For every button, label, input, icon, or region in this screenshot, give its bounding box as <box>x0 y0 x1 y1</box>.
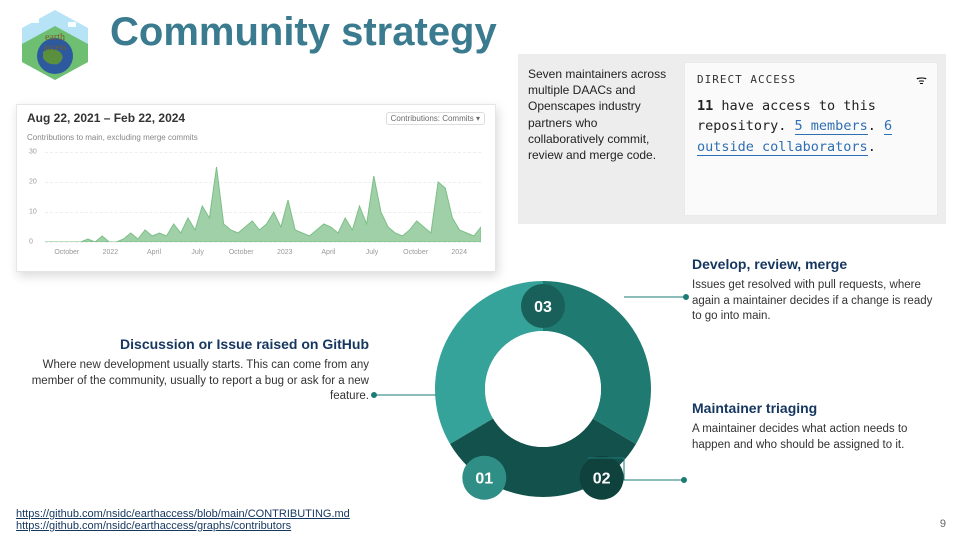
footer-links: https://github.com/nsidc/earthaccess/blo… <box>16 508 350 532</box>
step-02-title: Maintainer triaging <box>692 400 942 416</box>
page-title: Community strategy <box>110 10 497 55</box>
step-03: Develop, review, merge Issues get resolv… <box>692 256 942 325</box>
people-icon: ᯤ <box>916 71 927 88</box>
page-number: 9 <box>940 518 946 530</box>
step-01-title: Discussion or Issue raised on GitHub <box>24 336 369 352</box>
step-02-body: A maintainer decides what action needs t… <box>692 422 942 453</box>
contributing-link[interactable]: https://github.com/nsidc/earthaccess/blo… <box>16 508 350 520</box>
contributions-chart: Aug 22, 2021 – Feb 22, 2024 Contribution… <box>16 104 496 272</box>
connector-r1 <box>620 290 690 304</box>
svg-text:03: 03 <box>534 299 552 316</box>
step-03-title: Develop, review, merge <box>692 256 942 272</box>
contributors-link[interactable]: https://github.com/nsidc/earthaccess/gra… <box>16 520 350 532</box>
step-03-body: Issues get resolved with pull requests, … <box>692 278 942 325</box>
maintainers-description: Seven maintainers across multiple DAACs … <box>526 62 676 216</box>
earthaccess-logo: earth access <box>18 8 92 82</box>
connector-r2 <box>584 454 688 484</box>
access-heading: DIRECT ACCESS <box>697 73 925 86</box>
step-01-body: Where new development usually starts. Th… <box>24 358 369 405</box>
chart-subtitle: Contributions to main, excluding merge c… <box>27 133 485 142</box>
chart-date-range: Aug 22, 2021 – Feb 22, 2024 <box>27 111 185 125</box>
chart-dropdown[interactable]: Contributions: Commits ▾ <box>386 112 485 125</box>
svg-text:01: 01 <box>475 471 493 488</box>
step-02: Maintainer triaging A maintainer decides… <box>692 400 942 453</box>
svg-text:access: access <box>44 42 67 52</box>
access-body: 11 have access to this repository. 5 mem… <box>697 96 925 157</box>
step-01: Discussion or Issue raised on GitHub Whe… <box>24 336 369 405</box>
connector-left <box>370 388 440 402</box>
direct-access-card: DIRECT ACCESS ᯤ 11 have access to this r… <box>684 62 938 216</box>
chart-plot-area: 0102030October2022AprilJulyOctober2023Ap… <box>27 146 485 256</box>
info-bar: Seven maintainers across multiple DAACs … <box>518 54 946 224</box>
access-count: 11 <box>697 98 713 114</box>
members-link[interactable]: 5 members <box>795 118 868 135</box>
